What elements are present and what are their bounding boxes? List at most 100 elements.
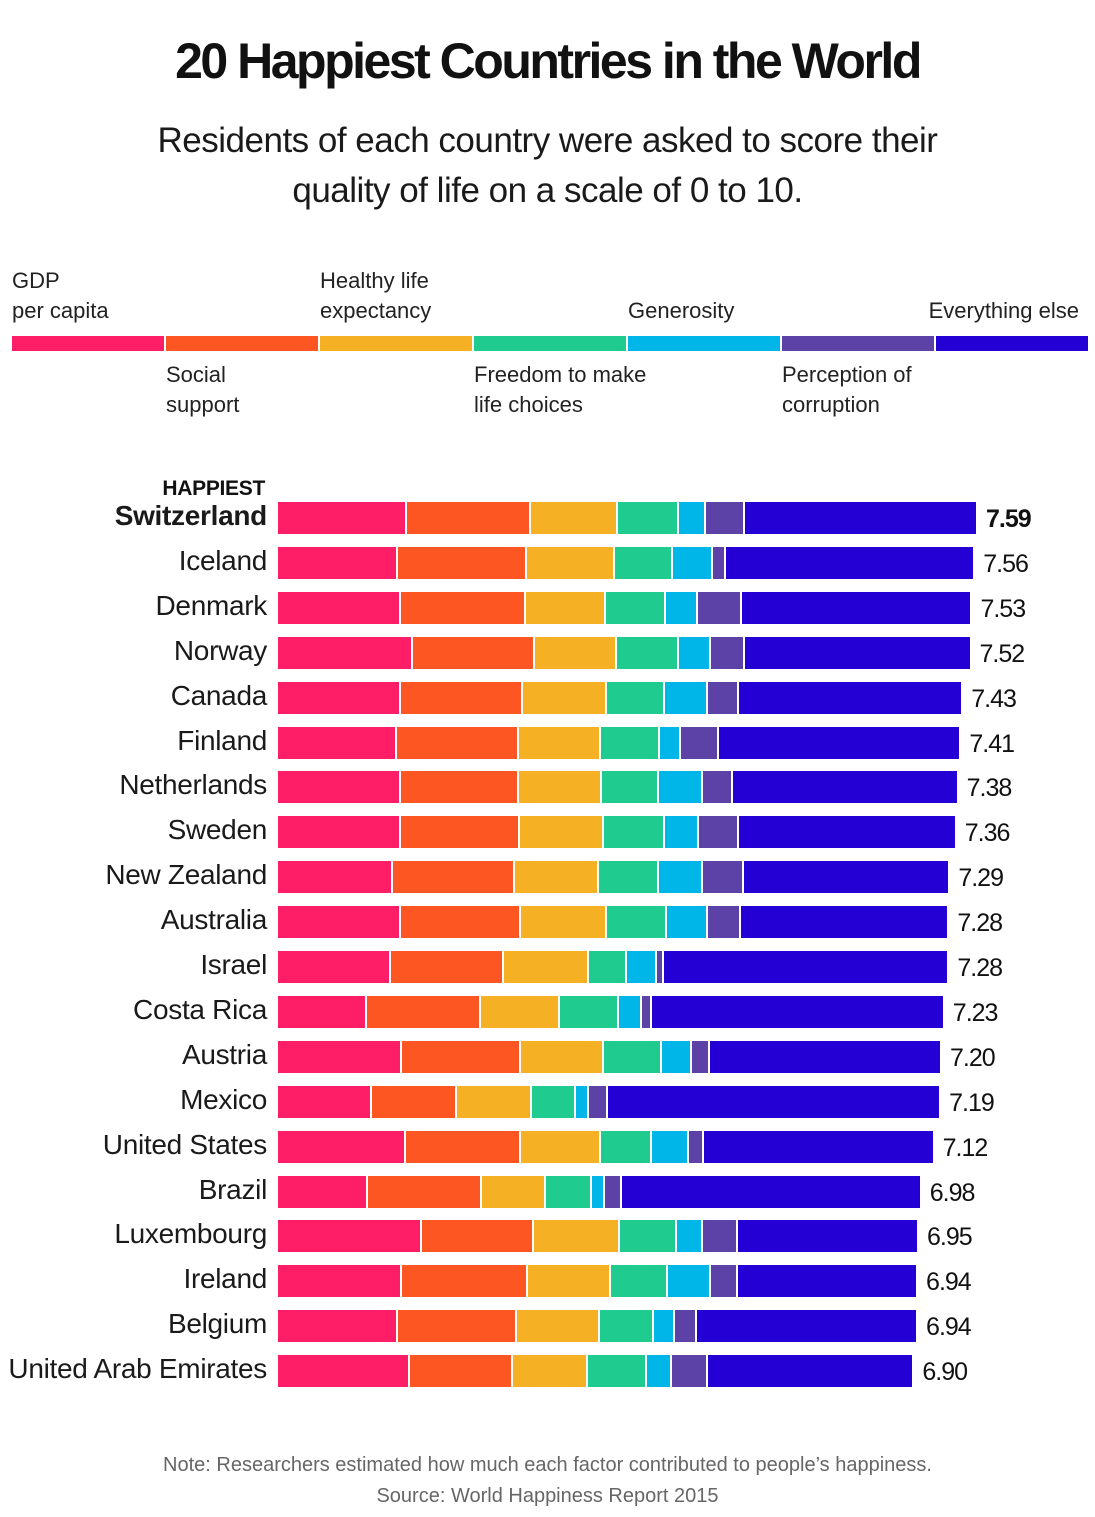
legend-label-generosity: Generosity [628,298,735,323]
total-label-iceland: 7.56 [983,550,1029,578]
note-text: Note: Researchers estimated how much eac… [163,1454,932,1476]
category-label-iceland: Iceland [178,545,268,576]
bar-segment-norway-perception-of-corruption [711,637,745,669]
bar-segment-austria-healthy-life-expectancy [521,1041,605,1073]
bar-segment-united-states-generosity [651,1131,690,1163]
total-label-united-arab-emirates: 6.90 [922,1358,968,1386]
bar-segment-belgium-generosity [654,1310,676,1342]
total-label-belgium: 6.94 [926,1313,972,1341]
bar-segment-norway-everything-else [744,637,972,669]
bar-segment-sweden-social-support [400,816,520,848]
legend-swatch-perception-of-corruption [782,336,934,351]
bar-segment-ireland-healthy-life-expectancy [527,1265,611,1297]
category-label-australia: Australia [160,904,268,935]
bar-segment-mexico-everything-else [608,1086,942,1118]
legend-swatch-everything-else [936,336,1088,351]
bar-segment-luxembourg-healthy-life-expectancy [534,1220,621,1252]
category-label-canada: Canada [170,680,268,711]
bar-segment-united-arab-emirates-freedom-to-make-life-choices [587,1355,647,1387]
bar-segment-united-states-perception-of-corruption [689,1131,705,1163]
subtitle-text: Residents of each country were asked to … [157,121,938,210]
bar-segment-costa-rica-healthy-life-expectancy [480,996,561,1028]
bar-segment-denmark-freedom-to-make-life-choices [606,592,667,624]
legend-swatch-healthy-life-expectancy [320,336,472,351]
bar-segment-israel-perception-of-corruption [657,951,665,983]
bar-segment-costa-rica-freedom-to-make-life-choices [560,996,620,1028]
bar-segment-austria-generosity [661,1041,693,1073]
total-label-sweden: 7.36 [964,819,1011,847]
total-label-austria: 7.20 [950,1044,996,1072]
bar-segment-netherlands-everything-else [732,771,959,803]
footnote: Note: Researchers estimated how much eac… [0,1450,1095,1512]
category-label-norway: Norway [173,635,267,666]
bar-segment-brazil-perception-of-corruption [605,1176,622,1208]
bar-segment-netherlands-gdp-per-capita [278,771,401,803]
bar-segment-norway-social-support [412,637,536,669]
total-label-finland: 7.41 [969,730,1015,758]
bar-segment-new-zealand-perception-of-corruption [703,861,744,893]
bar-segment-netherlands-perception-of-corruption [703,771,733,803]
bar-segment-norway-freedom-to-make-life-choices [617,637,680,669]
bar-segment-united-states-everything-else [704,1131,935,1163]
category-label-belgium: Belgium [167,1308,267,1339]
total-label-denmark: 7.53 [980,595,1026,623]
bar-segment-australia-gdp-per-capita [278,906,401,938]
bar-segment-denmark-healthy-life-expectancy [526,592,607,624]
bar-segment-israel-gdp-per-capita [278,951,392,983]
bar-segment-brazil-gdp-per-capita [278,1176,369,1208]
bar-segment-united-arab-emirates-everything-else [707,1355,915,1387]
bar-segment-israel-generosity [626,951,658,983]
legend-label-perception-of-corruption: Perception of corruption [782,362,912,417]
bar-segment-united-states-social-support [406,1131,522,1163]
bar-segment-sweden-freedom-to-make-life-choices [604,816,666,848]
bar-segment-luxembourg-gdp-per-capita [278,1220,422,1252]
bar-segment-sweden-generosity [665,816,699,848]
bar-segment-costa-rica-generosity [619,996,643,1028]
bar-segment-finland-social-support [396,727,519,759]
bar-segment-belgium-perception-of-corruption [675,1310,697,1342]
bar-segment-netherlands-generosity [658,771,704,803]
bar-segment-iceland-perception-of-corruption [713,547,727,579]
bar-segment-austria-gdp-per-capita [278,1041,402,1073]
bar-segment-switzerland-generosity [679,502,706,534]
bar-segment-norway-gdp-per-capita [278,637,413,669]
bar-segment-denmark-social-support [400,592,527,624]
bar-segment-switzerland-gdp-per-capita [278,502,408,534]
total-label-brazil: 6.98 [929,1179,976,1207]
bar-segment-israel-freedom-to-make-life-choices [588,951,627,983]
total-label-norway: 7.52 [979,640,1026,668]
category-label-united-states: United States [102,1129,268,1160]
category-label-switzerland: Switzerland [114,500,268,531]
bar-segment-austria-everything-else [709,1041,943,1073]
bar-segment-israel-social-support [391,951,504,983]
bar-segment-costa-rica-everything-else [651,996,945,1028]
chart-title: 20 Happiest Countries in the World [175,33,922,89]
bar-segment-new-zealand-gdp-per-capita [278,861,394,893]
category-label-finland: Finland [177,725,267,756]
bar-segment-mexico-healthy-life-expectancy [456,1086,532,1118]
bar-segment-mexico-gdp-per-capita [278,1086,373,1118]
bar-segment-denmark-gdp-per-capita [278,592,401,624]
bar-segment-israel-healthy-life-expectancy [503,951,589,983]
bar-segment-australia-perception-of-corruption [707,906,741,938]
category-label-costa-rica: Costa Rica [133,994,267,1025]
bar-segment-costa-rica-social-support [366,996,481,1028]
bar-segment-united-arab-emirates-gdp-per-capita [278,1355,410,1387]
bar-segment-canada-everything-else [739,682,964,714]
legend-label-gdp-per-capita: GDP per capita [12,268,109,323]
bar-segment-australia-social-support [400,906,522,938]
bar-segment-ireland-generosity [668,1265,712,1297]
bar-segment-sweden-gdp-per-capita [278,816,401,848]
category-label-ireland: Ireland [183,1263,267,1294]
bar-segment-iceland-freedom-to-make-life-choices [614,547,673,579]
bar-segment-belgium-freedom-to-make-life-choices [599,1310,655,1342]
category-label-sweden: Sweden [167,814,268,845]
total-label-costa-rica: 7.23 [952,999,999,1027]
bar-segment-austria-freedom-to-make-life-choices [604,1041,662,1073]
bar-segment-finland-healthy-life-expectancy [518,727,601,759]
total-label-united-states: 7.12 [942,1134,989,1162]
bar-segment-brazil-freedom-to-make-life-choices [546,1176,592,1208]
bar-segment-iceland-healthy-life-expectancy [527,547,615,579]
bar-segment-mexico-freedom-to-make-life-choices [531,1086,576,1118]
total-label-new-zealand: 7.29 [958,864,1004,892]
